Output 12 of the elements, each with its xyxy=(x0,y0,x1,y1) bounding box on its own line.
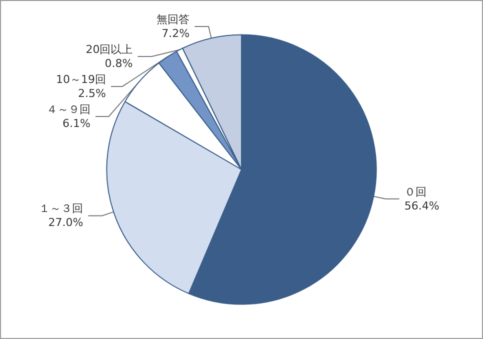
slice-label: 10～19回 xyxy=(56,72,106,86)
data-label: 0.8% xyxy=(104,56,133,70)
data-label: 7.2% xyxy=(162,26,190,40)
slice-label: 20回以上 xyxy=(86,42,133,56)
data-label: 6.1% xyxy=(62,116,90,130)
slice-label: １～３回 xyxy=(39,202,84,216)
data-label: 56.4% xyxy=(404,199,440,212)
slice-label: 無回答 xyxy=(156,12,190,26)
data-label: 2.5% xyxy=(78,86,106,100)
slice-label: ０回 xyxy=(404,185,426,198)
slice-label: ４～９回 xyxy=(46,102,90,116)
data-label: 27.0% xyxy=(48,216,84,230)
